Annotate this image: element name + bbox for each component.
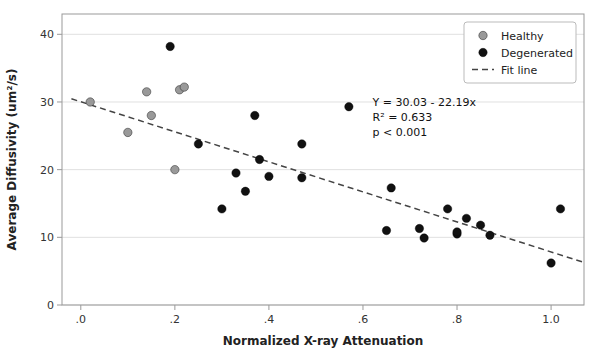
tick-label: 20 <box>40 164 54 177</box>
point <box>265 172 273 180</box>
point <box>476 221 484 229</box>
point <box>387 184 395 192</box>
point <box>232 169 240 177</box>
legend-label: Degenerated <box>501 47 573 60</box>
grid-line <box>62 101 584 102</box>
tick-mark <box>174 305 175 310</box>
tick-label: 10 <box>40 231 54 244</box>
point <box>462 214 470 222</box>
point <box>420 234 428 242</box>
tick-label: .2 <box>170 313 181 326</box>
point <box>166 42 174 50</box>
point <box>180 83 188 91</box>
tick-label: 40 <box>40 28 54 41</box>
y-axis-label: Average Diffusivity (um²/s) <box>5 69 19 251</box>
point <box>298 140 306 148</box>
point <box>345 103 353 111</box>
point <box>218 205 226 213</box>
legend-swatch <box>472 69 494 71</box>
chart: 0 10 20 30 40 .0 .2 .4 .6 .8 1.0 Normalized X-ray A… <box>0 0 600 355</box>
tick-label: .4 <box>264 313 275 326</box>
point <box>147 111 155 119</box>
tick-label: 0 <box>47 299 54 312</box>
legend-box <box>464 22 576 83</box>
fit-line <box>71 99 584 263</box>
legend-label: Fit line <box>501 64 537 77</box>
grid-line <box>62 169 584 170</box>
point <box>171 165 179 173</box>
point <box>255 155 263 163</box>
point <box>251 111 259 119</box>
x-axis-label: Normalized X-ray Attenuation <box>223 334 424 348</box>
tick-label: 30 <box>40 96 54 109</box>
marks <box>71 42 584 267</box>
tick-label: 1.0 <box>542 313 560 326</box>
axes: 0 10 20 30 40 .0 .2 .4 .6 .8 1.0 <box>40 14 584 326</box>
point <box>298 174 306 182</box>
tick-mark <box>362 305 363 310</box>
point <box>382 226 390 234</box>
tick-mark <box>57 237 62 238</box>
tick-mark <box>57 305 62 306</box>
point <box>194 140 202 148</box>
point <box>453 228 461 236</box>
plot-frame <box>62 14 584 305</box>
tick-mark <box>57 169 62 170</box>
point <box>486 231 494 239</box>
legend: Healthy Degenerated Fit line <box>464 22 576 83</box>
tick-label: .0 <box>76 313 87 326</box>
point <box>241 187 249 195</box>
tick-mark <box>80 305 81 310</box>
tick-mark <box>551 305 552 310</box>
annotation-line: p < 0.001 <box>373 126 428 139</box>
tick-label: .6 <box>358 313 369 326</box>
tick-mark <box>57 101 62 102</box>
point <box>556 205 564 213</box>
point <box>142 88 150 96</box>
point <box>86 98 94 106</box>
point <box>443 205 451 213</box>
point <box>415 224 423 232</box>
tick-mark <box>57 34 62 35</box>
annotation: Y = 30.03 - 22.19x R² = 0.633 p < 0.001 <box>372 96 477 139</box>
point <box>124 128 132 136</box>
tick-mark <box>268 305 269 310</box>
annotation-line: R² = 0.633 <box>373 111 433 124</box>
point <box>547 259 555 267</box>
legend-label: Healthy <box>501 30 544 43</box>
tick-label: .8 <box>452 313 463 326</box>
legend-swatch <box>479 31 487 39</box>
legend-swatch <box>479 48 487 56</box>
annotation-line: Y = 30.03 - 22.19x <box>372 96 477 109</box>
tick-mark <box>457 305 458 310</box>
